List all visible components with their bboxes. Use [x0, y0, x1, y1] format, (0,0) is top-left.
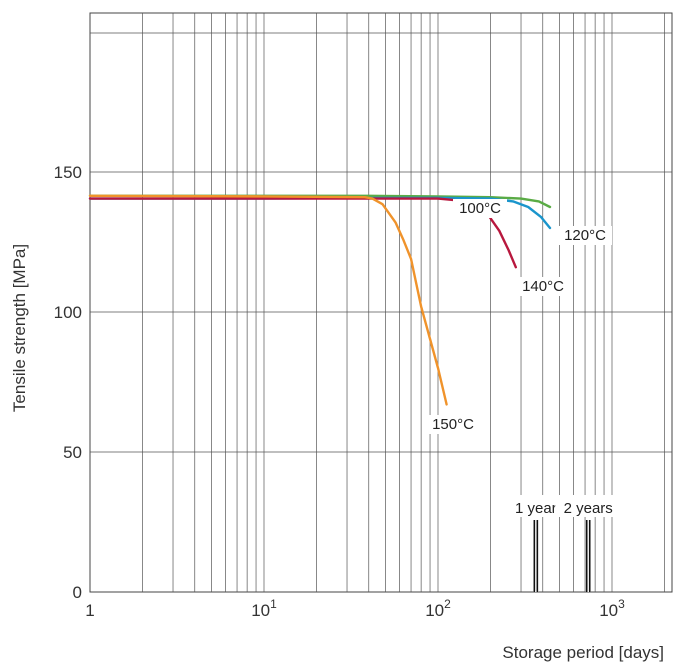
- ref-mask: [533, 520, 539, 592]
- y-tick-label: 50: [63, 443, 82, 462]
- ref-label-2: 2 years: [564, 500, 613, 517]
- series-label-1: 100°C: [459, 200, 501, 217]
- series-line-3: [88, 197, 517, 269]
- plot-frame: [89, 12, 673, 593]
- series-lines: [88, 194, 552, 406]
- series-label-bg: [453, 199, 507, 218]
- y-tick-label: 0: [73, 583, 82, 602]
- y-tick-label: 150: [54, 163, 82, 182]
- series-label-bg: [426, 415, 480, 434]
- x-tick-label: 103: [599, 597, 625, 620]
- series-label-2: 120°C: [564, 227, 606, 244]
- series-line-4: [88, 194, 448, 406]
- x-tick-label: 102: [425, 597, 451, 620]
- x-tick-label: 1: [85, 601, 94, 620]
- series-label-bg: [558, 226, 612, 245]
- ref-label-1: 1 year: [515, 500, 557, 517]
- y-axis-title: Tensile strength [MPa]: [10, 244, 29, 412]
- reference-lines: 1 year 2 years: [502, 495, 622, 592]
- series-label-bg: [516, 277, 570, 296]
- series-labels: 100°C 120°C 140°C 150°C: [426, 199, 612, 434]
- series-label-4: 150°C: [432, 416, 474, 433]
- series-label-3: 140°C: [522, 278, 564, 295]
- x-tick-label: 101: [251, 597, 277, 620]
- ref-mask: [585, 520, 591, 592]
- ref-label-bg: [555, 495, 622, 517]
- tick-labels: 0 50 100 150 1 101 102 103: [54, 163, 625, 620]
- grid: [90, 13, 672, 592]
- plot-border: [89, 12, 673, 593]
- ref-label-bg: [502, 495, 569, 517]
- y-tick-label: 100: [54, 303, 82, 322]
- x-axis-title: Storage period [days]: [502, 643, 664, 662]
